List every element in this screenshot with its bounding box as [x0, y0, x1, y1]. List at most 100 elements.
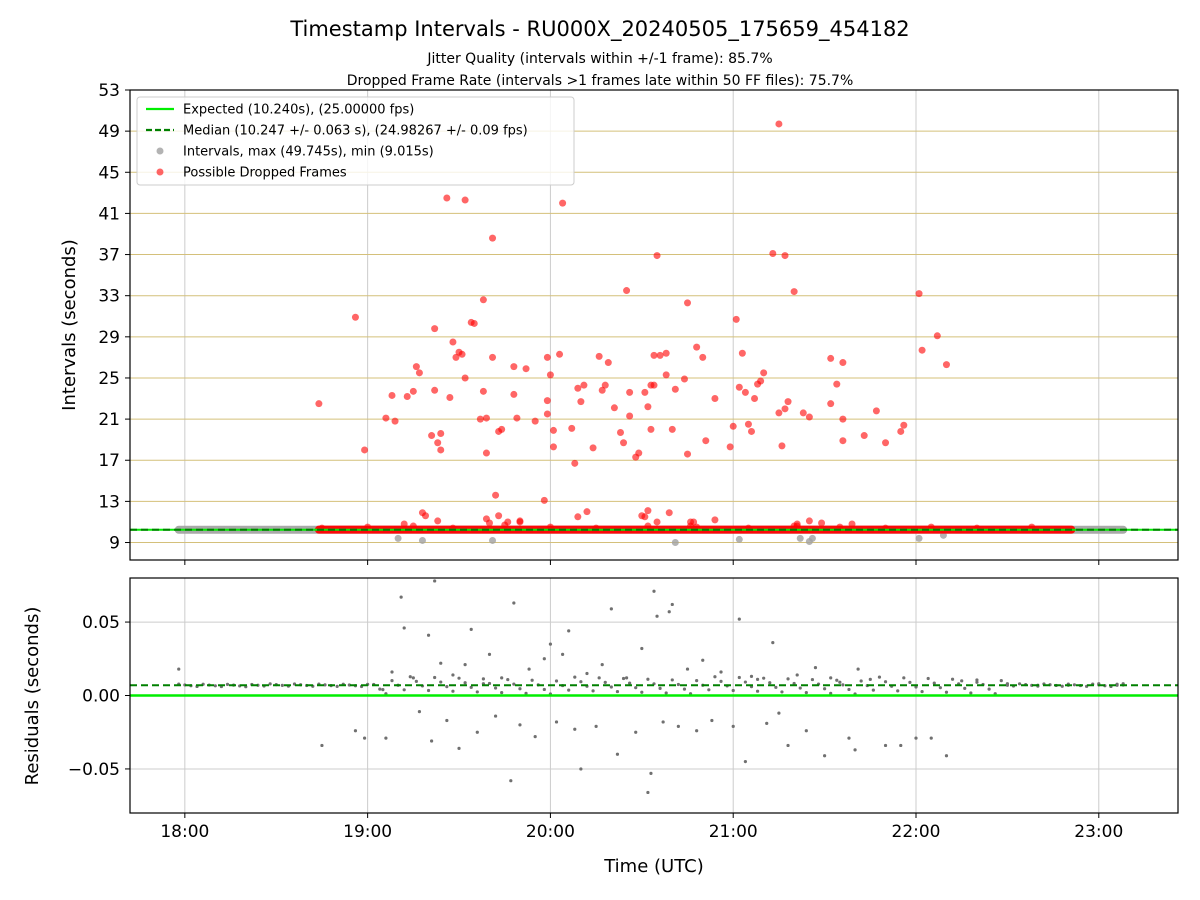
- dropped-frame-point: [543, 397, 551, 405]
- residual-point: [362, 736, 367, 740]
- chart-subtitle-jitter: Jitter Quality (intervals within +/-1 fr…: [426, 51, 772, 67]
- residual-point: [670, 678, 674, 682]
- residual-point: [999, 679, 1003, 683]
- dropped-frame-point: [616, 428, 624, 436]
- residual-point: [768, 681, 772, 685]
- dropped-frame-point: [549, 426, 557, 434]
- residual-point: [615, 689, 620, 694]
- residual-point: [926, 676, 930, 681]
- dropped-frame-point: [391, 417, 399, 425]
- residual-point: [804, 691, 808, 695]
- dropped-frame-point: [741, 388, 749, 396]
- residual-point: [430, 739, 434, 743]
- bottom-y-tick-label: −0.05: [68, 760, 120, 780]
- bottom-y-tick-label: 0.05: [82, 613, 120, 633]
- dropped-frame-point: [781, 252, 789, 260]
- dropped-frame-point: [769, 250, 777, 258]
- residual-point: [433, 579, 437, 583]
- residual-point: [670, 602, 674, 607]
- residual-point: [755, 689, 760, 693]
- top-plot-points: [130, 120, 1178, 547]
- dropped-frame-point: [623, 287, 631, 295]
- residual-point: [823, 687, 827, 691]
- top-y-tick-label: 33: [98, 287, 120, 307]
- residual-point: [649, 771, 653, 775]
- dropped-frame-point: [650, 381, 658, 389]
- residual-point: [591, 689, 595, 693]
- interval-point: [808, 534, 816, 542]
- dropped-frame-point: [775, 120, 783, 128]
- residual-point: [777, 711, 781, 715]
- dropped-frame-point: [644, 403, 652, 411]
- residual-point: [469, 685, 473, 689]
- dropped-frame-point: [684, 299, 692, 307]
- residual-point: [987, 687, 991, 691]
- dropped-frame-point: [778, 442, 786, 450]
- dropped-frame-point: [446, 394, 454, 402]
- dropped-frame-point: [577, 398, 585, 406]
- dropped-frame-point: [839, 359, 847, 367]
- top-y-tick-label: 17: [98, 451, 120, 471]
- residual-point: [960, 679, 964, 683]
- residual-point: [902, 676, 906, 680]
- residual-point: [609, 685, 613, 689]
- dropped-frame-point: [510, 363, 518, 371]
- dropped-frame-point: [915, 290, 923, 298]
- dropped-frame-point: [799, 409, 807, 417]
- residual-point: [399, 595, 403, 599]
- residual-point: [335, 684, 339, 688]
- residual-point: [932, 681, 936, 685]
- dropped-frame-point: [626, 412, 634, 420]
- residual-point: [762, 676, 766, 680]
- residual-point: [500, 691, 504, 695]
- residual-point: [737, 675, 741, 680]
- dropped-frame-point: [568, 424, 576, 432]
- residual-point: [646, 677, 650, 681]
- residual-point: [780, 690, 784, 694]
- residual-point: [481, 677, 485, 681]
- residual-point: [896, 689, 900, 693]
- dropped-frame-point: [702, 437, 710, 445]
- residual-point: [950, 677, 955, 681]
- dropped-frame-point: [872, 407, 880, 415]
- dropped-frame-point: [680, 375, 688, 383]
- dropped-frame-point: [583, 508, 591, 516]
- residual-point: [573, 727, 577, 731]
- residual-point: [353, 729, 358, 733]
- residual-point: [408, 675, 412, 679]
- dropped-frame-point: [449, 338, 457, 346]
- interval-point: [489, 536, 497, 544]
- residual-point: [469, 627, 473, 632]
- residual-point: [871, 688, 875, 692]
- dropped-frame-point: [434, 439, 442, 447]
- residual-point: [640, 690, 644, 694]
- top-y-tick-label: 9: [109, 534, 120, 554]
- dropped-frame-point: [693, 343, 701, 351]
- residual-point: [417, 710, 422, 714]
- residual-point: [771, 641, 775, 645]
- dropped-frame-point: [848, 520, 856, 528]
- residual-point: [908, 680, 912, 684]
- residual-point: [731, 724, 735, 728]
- residual-point: [457, 746, 461, 750]
- dropped-frame-point: [711, 516, 719, 524]
- dropped-frame-point: [732, 315, 740, 323]
- residual-point: [914, 736, 918, 740]
- dropped-frame-point: [662, 349, 670, 357]
- residual-point: [695, 729, 699, 733]
- dropped-frame-point: [650, 351, 658, 359]
- residual-point: [533, 735, 537, 739]
- residual-point: [518, 723, 522, 727]
- residual-point: [774, 685, 778, 689]
- residual-point: [402, 688, 406, 692]
- residual-point: [646, 790, 650, 795]
- residual-point: [554, 679, 559, 683]
- legend-dropped-swatch: [156, 168, 164, 176]
- residual-point: [719, 670, 723, 674]
- residual-point: [439, 680, 443, 684]
- residual-point: [463, 681, 467, 685]
- dropped-frame-point: [882, 439, 890, 447]
- residual-point: [573, 675, 577, 679]
- dropped-frame-point: [513, 414, 521, 422]
- residual-point: [883, 743, 888, 748]
